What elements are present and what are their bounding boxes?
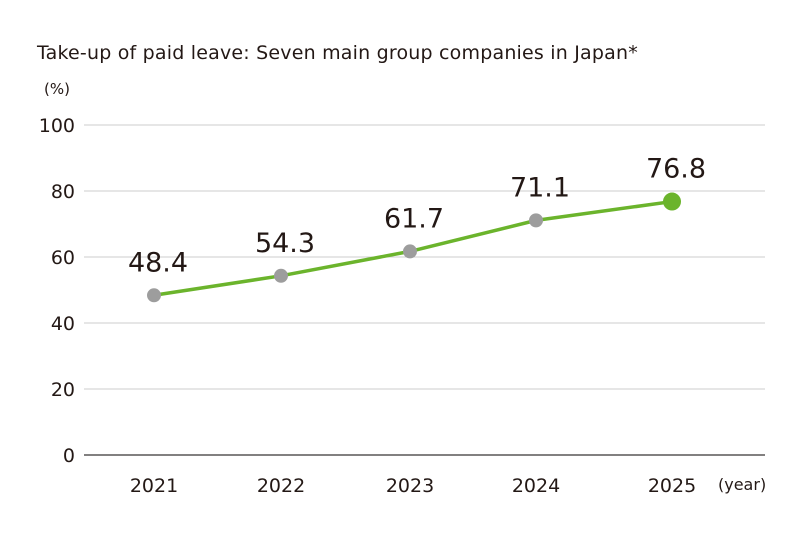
y-tick-label: 60 — [51, 247, 75, 269]
x-axis-ticks: 2021 2022 2023 2024 2025 — [130, 475, 696, 497]
y-axis-unit: (%) — [44, 80, 70, 98]
x-tick-label: 2024 — [512, 475, 560, 497]
y-tick-label: 20 — [51, 379, 75, 401]
x-axis-unit: (year) — [718, 475, 767, 494]
x-tick-label: 2025 — [648, 475, 696, 497]
y-tick-label: 100 — [39, 115, 75, 137]
data-label: 76.8 — [646, 154, 706, 185]
data-labels: 48.4 54.3 61.7 71.1 76.8 — [128, 154, 706, 279]
data-point-highlighted — [663, 192, 681, 211]
y-tick-label: 80 — [51, 181, 75, 203]
y-axis-ticks: 0 20 40 60 80 100 — [39, 115, 75, 467]
y-tick-label: 0 — [63, 445, 75, 467]
x-tick-label: 2022 — [257, 475, 305, 497]
data-label: 48.4 — [128, 247, 188, 278]
data-point — [529, 213, 543, 228]
gridlines — [84, 124, 765, 456]
y-tick-label: 40 — [51, 313, 75, 335]
data-label: 54.3 — [255, 228, 315, 259]
data-point — [147, 288, 161, 303]
data-label: 61.7 — [384, 203, 444, 234]
data-points — [147, 192, 681, 303]
x-tick-label: 2021 — [130, 475, 178, 497]
x-tick-label: 2023 — [386, 475, 434, 497]
data-point — [274, 268, 288, 283]
data-point — [403, 244, 417, 259]
chart-title: Take-up of paid leave: Seven main group … — [37, 42, 638, 64]
data-label: 71.1 — [510, 172, 570, 203]
